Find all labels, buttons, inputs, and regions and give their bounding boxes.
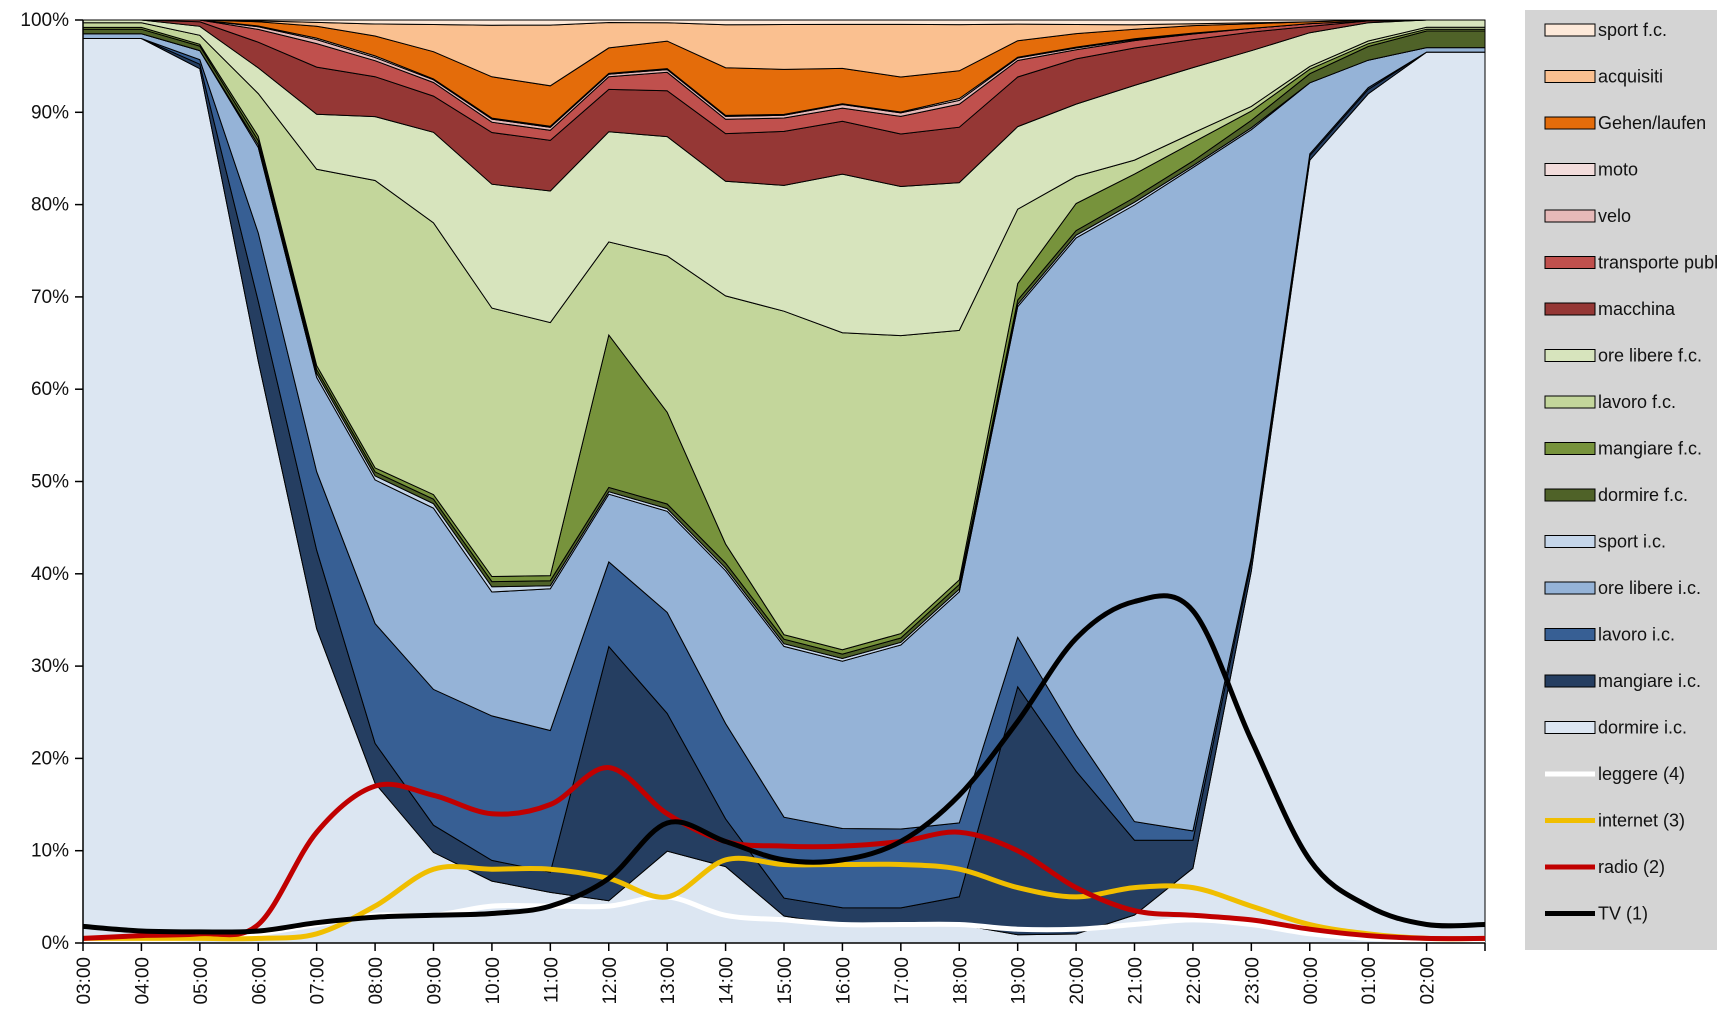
- legend-label-dormire-f-c: dormire f.c.: [1598, 485, 1688, 505]
- x-tick-label: 01:00: [1359, 957, 1380, 1005]
- x-tick-label: 21:00: [1126, 957, 1147, 1005]
- legend-label-tv-1: TV (1): [1598, 904, 1648, 924]
- legend-swatch-sport-f-c: [1544, 23, 1596, 37]
- legend-label-macchina: macchina: [1598, 299, 1676, 319]
- y-tick-label: 20%: [31, 748, 69, 769]
- legend-label-moto: moto: [1598, 160, 1638, 180]
- area-layers: [82, 19, 1486, 944]
- legend-label-lavoro-f-c: lavoro f.c.: [1598, 392, 1676, 412]
- x-tick-label: 17:00: [892, 957, 913, 1005]
- legend-label-mangiare-f-c: mangiare f.c.: [1598, 439, 1702, 459]
- x-tick-label: 14:00: [717, 957, 738, 1005]
- legend-swatch-sport-i-c: [1544, 535, 1596, 548]
- x-tick-label: 02:00: [1418, 957, 1439, 1005]
- legend-label-velo: velo: [1598, 206, 1631, 226]
- y-tick-label: 80%: [31, 195, 69, 216]
- x-tick-label: 15:00: [775, 957, 796, 1005]
- legend-label-ore-libere-i-c: ore libere i.c.: [1598, 578, 1701, 598]
- legend-panel: [1525, 10, 1717, 950]
- x-tick-label: 20:00: [1067, 957, 1088, 1005]
- legend-label-mangiare-i-c: mangiare i.c.: [1598, 671, 1701, 691]
- legend-label-dormire-i-c: dormire i.c.: [1598, 718, 1687, 738]
- x-tick-label: 09:00: [425, 957, 446, 1005]
- x-tick-label: 08:00: [366, 957, 387, 1005]
- x-tick-label: 11:00: [541, 957, 562, 1003]
- y-tick-label: 0%: [42, 933, 70, 954]
- x-tick-label: 03:00: [74, 957, 95, 1005]
- x-tick-label: 23:00: [1242, 957, 1263, 1005]
- y-tick-label: 30%: [31, 656, 69, 677]
- x-tick-label: 13:00: [658, 957, 679, 1005]
- legend-swatch-velo: [1544, 209, 1596, 223]
- y-axis: 0% 10% 20% 30% 40% 50% 60% 70% 80% 90% 100%: [20, 10, 84, 954]
- y-tick-label: 90%: [31, 102, 69, 123]
- x-tick-label: 06:00: [249, 957, 270, 1005]
- legend: sport f.c. acquisiti Gehen/laufen moto velo t…: [1544, 20, 1717, 924]
- line-layers: [82, 593, 1486, 943]
- legend-swatch-lavoro-f-c: [1544, 395, 1596, 409]
- legend-swatch-ore-libere-f-c: [1544, 349, 1596, 362]
- x-tick-label: 05:00: [191, 957, 212, 1005]
- legend-label-transporte-publici: transporte publici: [1598, 253, 1717, 273]
- legend-label-sport-i-c: sport i.c.: [1598, 532, 1666, 552]
- legend-swatch-mangiare-f-c: [1544, 442, 1596, 455]
- legend-swatch-macchina: [1544, 302, 1596, 316]
- y-tick-label: 70%: [31, 287, 69, 308]
- legend-label-gehen-laufen: Gehen/laufen: [1598, 113, 1706, 133]
- legend-swatch-moto: [1544, 163, 1596, 176]
- x-axis: 03:00 04:00 05:00 06:00 07:00 08:00 09:00 10:00…: [74, 942, 1486, 1005]
- x-tick-label: 19:00: [1009, 957, 1030, 1005]
- legend-label-acquisiti: acquisiti: [1598, 67, 1663, 87]
- x-tick-label: 10:00: [483, 957, 504, 1005]
- y-tick-label: 10%: [31, 841, 69, 862]
- x-tick-label: 04:00: [132, 957, 153, 1005]
- line-tv-1: [82, 593, 1486, 935]
- legend-swatch-lavoro-i-c: [1544, 628, 1596, 641]
- legend-label-leggere-4: leggere (4): [1598, 764, 1685, 784]
- legend-label-internet-3: internet (3): [1598, 811, 1685, 831]
- x-tick-label: 00:00: [1301, 957, 1322, 1005]
- legend-label-sport-f-c: sport f.c.: [1598, 20, 1667, 40]
- legend-swatch-dormire-i-c: [1544, 721, 1596, 734]
- x-tick-label: 12:00: [600, 957, 621, 1005]
- line-internet-3: [83, 855, 1486, 942]
- legend-swatch-ore-libere-i-c: [1544, 581, 1596, 595]
- legend-swatch-mangiare-i-c: [1544, 674, 1596, 688]
- line-radio-2: [82, 765, 1486, 942]
- legend-swatch-acquisiti: [1544, 70, 1596, 83]
- legend-swatch-gehen-laufen: [1544, 116, 1596, 130]
- legend-swatch-dormire-f-c: [1544, 488, 1596, 502]
- x-tick-label: 22:00: [1184, 957, 1205, 1005]
- x-tick-label: 18:00: [950, 957, 971, 1005]
- y-tick-label: 60%: [31, 379, 69, 400]
- legend-label-lavoro-i-c: lavoro i.c.: [1598, 625, 1675, 645]
- y-tick-label: 50%: [31, 472, 69, 493]
- area-sport-f-c: [83, 19, 1485, 26]
- legend-swatch-transporte-publici: [1544, 256, 1596, 269]
- y-tick-label: 100%: [20, 10, 69, 31]
- x-tick-label: 16:00: [833, 957, 854, 1005]
- legend-label-radio-2: radio (2): [1598, 857, 1665, 877]
- x-tick-label: 07:00: [308, 957, 329, 1005]
- legend-label-ore-libere-f-c: ore libere f.c.: [1598, 346, 1702, 366]
- y-tick-label: 40%: [31, 564, 69, 585]
